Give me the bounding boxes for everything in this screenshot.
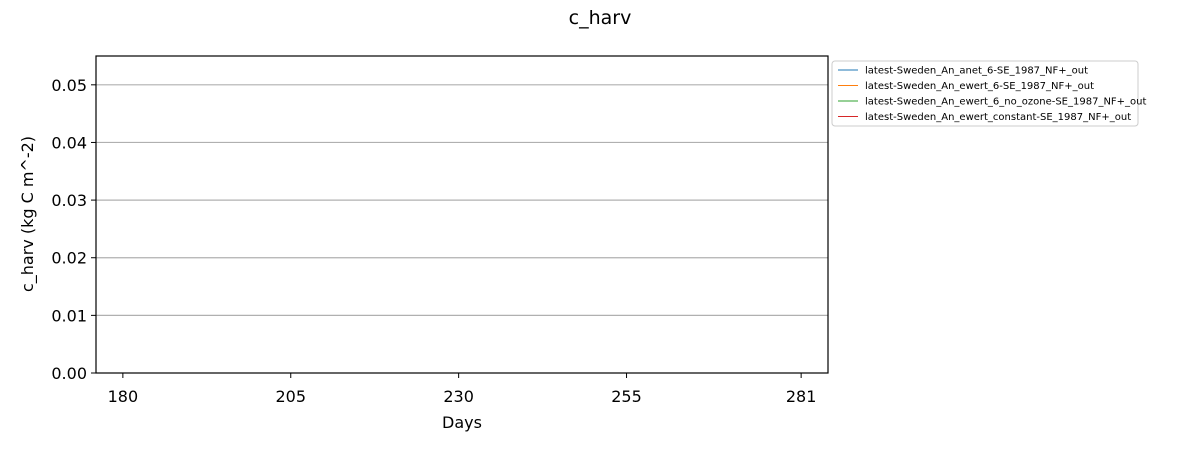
legend-items: latest-Sweden_An_anet_6-SE_1987_NF+_outl… bbox=[838, 66, 1147, 123]
x-axis-label: Days bbox=[442, 413, 482, 432]
gridlines bbox=[96, 84, 828, 316]
legend-frame bbox=[831, 60, 1139, 127]
y-tick-label: 0.01 bbox=[51, 306, 87, 325]
legend-entry-label: latest-Sweden_An_anet_6-SE_1987_NF+_out bbox=[865, 66, 1088, 77]
x-tick-label: 230 bbox=[443, 387, 474, 406]
legend-entry-label: latest-Sweden_An_ewert_6-SE_1987_NF+_out bbox=[865, 81, 1094, 92]
y-tick-label: 0.04 bbox=[51, 133, 87, 152]
x-tick-label: 205 bbox=[275, 387, 306, 406]
x-tick-label: 180 bbox=[108, 387, 139, 406]
chart-title: c_harv bbox=[569, 7, 632, 29]
x-tick-label: 281 bbox=[786, 387, 817, 406]
legend-entry-label: latest-Sweden_An_ewert_constant-SE_1987_… bbox=[865, 112, 1131, 123]
y-tick-label: 0.02 bbox=[51, 249, 87, 268]
x-axis-ticks: 180 205 230 255 281 bbox=[108, 373, 817, 406]
y-axis-ticks: 0.00 0.01 0.02 0.03 0.04 0.05 bbox=[51, 76, 96, 383]
plot-area-frame bbox=[95, 55, 829, 374]
y-tick-label: 0.03 bbox=[51, 191, 87, 210]
legend: latest-Sweden_An_anet_6-SE_1987_NF+_outl… bbox=[831, 60, 1147, 127]
y-axis-label: c_harv (kg C m^-2) bbox=[18, 136, 38, 292]
x-tick-label: 255 bbox=[611, 387, 642, 406]
y-tick-label: 0.05 bbox=[51, 76, 87, 95]
y-tick-label: 0.00 bbox=[51, 364, 87, 383]
legend-entry-label: latest-Sweden_An_ewert_6_no_ozone-SE_198… bbox=[865, 97, 1147, 108]
